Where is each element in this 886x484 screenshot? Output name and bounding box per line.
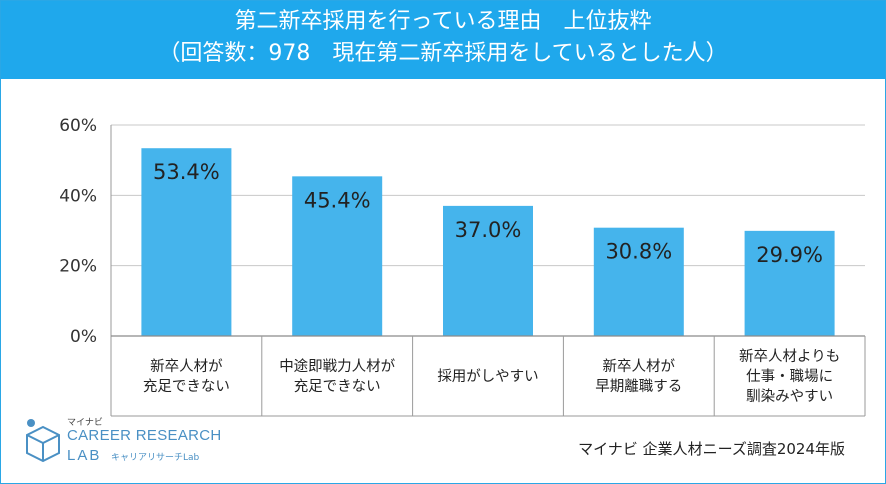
category-label: 新卒人材が (150, 358, 223, 375)
chart-header: 第二新卒採用を行っている理由 上位抜粋 （回答数：978 現在第二新卒採用をして… (1, 1, 885, 79)
bar (593, 227, 684, 336)
bar (443, 205, 533, 336)
y-tick-label: 40% (59, 186, 97, 206)
logo-brand-small: マイナビ (67, 418, 103, 428)
category-label: 新卒人材が (603, 358, 676, 375)
logo-brand-sub: キャリアリサーチLab (111, 453, 200, 463)
chart-subtitle: （回答数：978 現在第二新卒採用をしているとした人） (158, 41, 728, 66)
category-label: 充足できない (143, 378, 230, 395)
source-note: マイナビ 企業人材ニーズ調査2024年版 (578, 440, 845, 458)
y-tick-label: 0% (70, 327, 97, 347)
category-label: 充足できない (294, 378, 381, 395)
data-label: 45.4% (304, 188, 371, 212)
data-label: 30.8% (605, 240, 672, 264)
bar (744, 230, 835, 336)
category-label: 採用がしやすい (437, 368, 538, 385)
bar (141, 148, 232, 336)
data-label: 29.9% (756, 243, 823, 267)
logo-brand-main: CAREER RESEARCH (67, 427, 222, 444)
logo-brand-lab: LAB (67, 447, 102, 464)
category-label: 仕事・職場に (746, 368, 833, 385)
category-label: 新卒人材よりも (739, 348, 840, 365)
data-label: 53.4% (153, 160, 220, 184)
bar (292, 176, 383, 336)
y-tick-label: 20% (59, 257, 97, 277)
category-label: 中途即戦力人材が (279, 358, 395, 375)
category-label: 馴染みやすい (746, 388, 833, 405)
y-tick-label: 60% (59, 116, 97, 136)
data-label: 37.0% (455, 218, 522, 242)
chart-title: 第二新卒採用を行っている理由 上位抜粋 (234, 9, 652, 34)
cube-logo-icon (26, 419, 60, 463)
category-label: 早期離職する (595, 377, 682, 395)
career-research-lab-logo: マイナビ CAREER RESEARCH LAB キャリアリサーチLab (23, 413, 223, 475)
